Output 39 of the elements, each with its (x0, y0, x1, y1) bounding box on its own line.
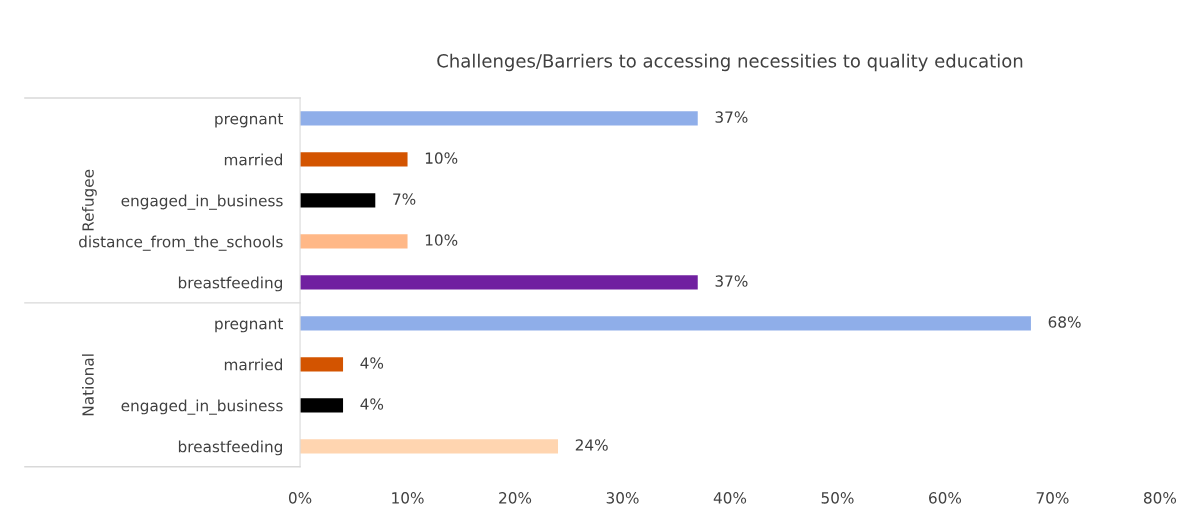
data-label: 4% (360, 398, 384, 410)
y-tick-label: engaged_in_business (121, 399, 283, 415)
x-tick-label: 60% (929, 492, 962, 504)
y-tick-label: breastfeeding (178, 276, 282, 292)
bar (300, 357, 344, 372)
bar (300, 316, 1031, 331)
bar (300, 152, 408, 167)
bar (300, 275, 698, 290)
data-label: 7% (393, 193, 416, 205)
data-label: 10% (425, 234, 458, 246)
text: National (82, 354, 94, 416)
y-tick-label: married (224, 358, 282, 371)
x-tick-label: 70% (1036, 492, 1069, 504)
data-label: 68% (1048, 316, 1081, 328)
x-tick-label: 0% (288, 492, 312, 504)
text: Refugee (82, 169, 97, 231)
x-tick-label: 40% (713, 492, 747, 504)
bar (300, 439, 559, 454)
data-label: 37% (715, 275, 748, 287)
data-label: 10% (425, 152, 458, 164)
data-label: 24% (575, 439, 608, 451)
chart-title: Challenges/Barriers to accessing necessities to quality education (437, 53, 1023, 72)
y-tick-label: engaged_in_business (121, 194, 283, 210)
x-tick-label: 10% (392, 492, 424, 504)
x-tick-label: 80% (1143, 492, 1177, 504)
y-tick-label: breastfeeding (178, 440, 282, 456)
y-tick-label: distance_from_the_schools (79, 235, 283, 251)
x-tick-label: 50% (821, 492, 854, 504)
bar (300, 111, 698, 126)
bar (300, 398, 344, 413)
x-tick-label: 20% (499, 492, 532, 504)
y-tick-label: married (224, 153, 282, 166)
y-tick-label: pregnant (215, 318, 284, 333)
y-tick-label: pregnant (215, 113, 284, 128)
x-tick-label: 30% (606, 492, 639, 504)
data-label: 4% (360, 357, 384, 369)
data-label: 37% (715, 111, 748, 123)
bar (300, 234, 408, 249)
bar (300, 193, 376, 208)
